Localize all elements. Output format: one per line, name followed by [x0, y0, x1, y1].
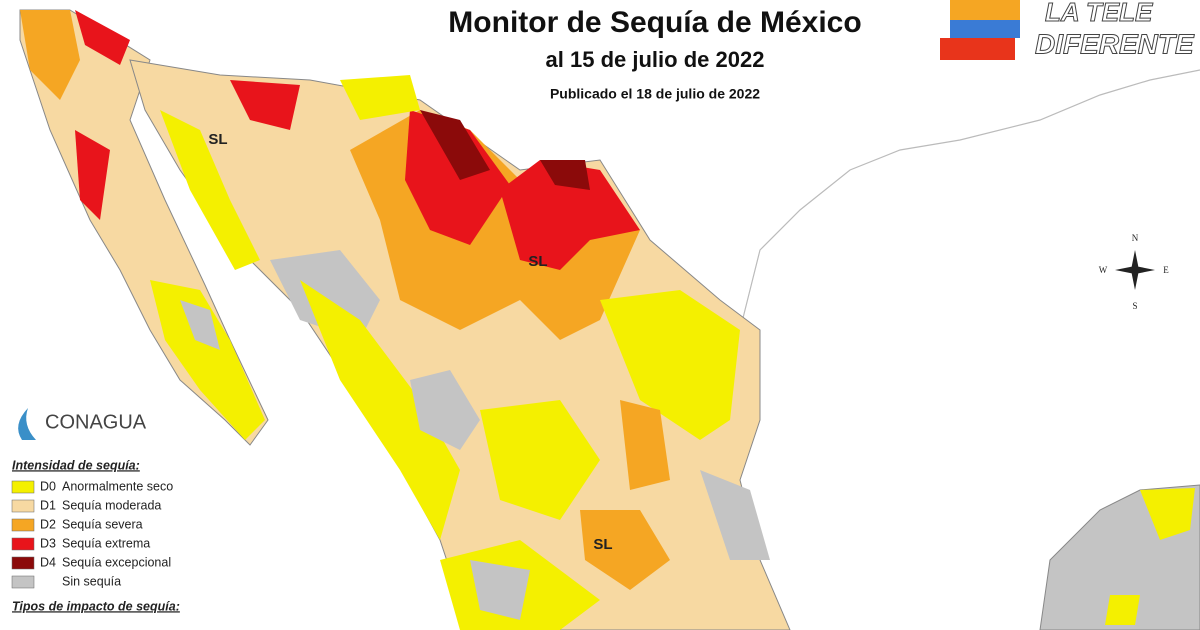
legend-swatch [11, 537, 35, 551]
region [75, 10, 130, 65]
compass-rose [1115, 250, 1155, 290]
region [600, 290, 740, 440]
legend-label: Sequía extrema [62, 536, 150, 550]
legend-code: D0 [40, 479, 56, 493]
legend-label: Sequía moderada [62, 498, 161, 512]
coastline [739, 69, 1200, 331]
region [620, 400, 670, 490]
region [410, 370, 480, 450]
legend-label: Sequía excepcional [62, 555, 171, 569]
legend: Intensidad de sequía: D0 Anormalmente sec… [11, 458, 173, 589]
region [20, 10, 80, 100]
map-label: SL [528, 253, 547, 270]
legend-swatch [11, 480, 35, 494]
compass-label: W [1099, 265, 1108, 275]
compass-label: S [1132, 301, 1137, 311]
region [180, 300, 220, 350]
legend-swatch [11, 575, 35, 589]
region [500, 160, 640, 270]
legend-swatch [11, 499, 35, 513]
legend-label: Sequía severa [62, 517, 143, 531]
legend-swatch [11, 556, 35, 570]
region [1140, 488, 1195, 540]
region [470, 560, 530, 620]
compass-label: E [1163, 265, 1169, 275]
brand-line: DIFERENTE [1035, 28, 1195, 59]
subtitle: al 15 de julio de 2022 [546, 47, 765, 72]
brand-line: LA TELE [1045, 0, 1153, 27]
impact-title: Tipos de impacto de sequía: [12, 599, 180, 613]
legend-label: Anormalmente seco [62, 479, 173, 493]
region [540, 160, 590, 190]
region [580, 510, 670, 590]
region [405, 110, 510, 245]
title: Monitor de Sequía de México [448, 6, 861, 39]
published: Publicado el 18 de julio de 2022 [550, 86, 760, 102]
legend-code: D4 [40, 555, 56, 569]
legend-label: Sin sequía [62, 574, 121, 588]
compass [1115, 250, 1155, 290]
map-label: SL [593, 536, 612, 553]
legend-swatch [11, 518, 35, 532]
legend-code: D2 [40, 517, 56, 531]
region [1105, 595, 1140, 625]
org-icon [18, 408, 36, 440]
region [150, 280, 265, 440]
region [160, 110, 260, 270]
brand-logo [940, 0, 1020, 60]
logo-bar [940, 38, 1015, 60]
region [480, 400, 600, 520]
logo-bar [950, 0, 1020, 20]
region [420, 110, 490, 180]
region [700, 470, 770, 560]
region [300, 280, 460, 540]
region [340, 75, 420, 120]
legend-code: D3 [40, 536, 56, 550]
region [75, 130, 110, 220]
legend-code: D1 [40, 498, 56, 512]
logo-bar [950, 20, 1020, 38]
legend-title: Intensidad de sequía: [12, 458, 140, 472]
org-name: CONAGUA [45, 411, 147, 433]
compass-label: N [1132, 233, 1139, 243]
map-label: SL [208, 131, 227, 148]
region [230, 80, 300, 130]
